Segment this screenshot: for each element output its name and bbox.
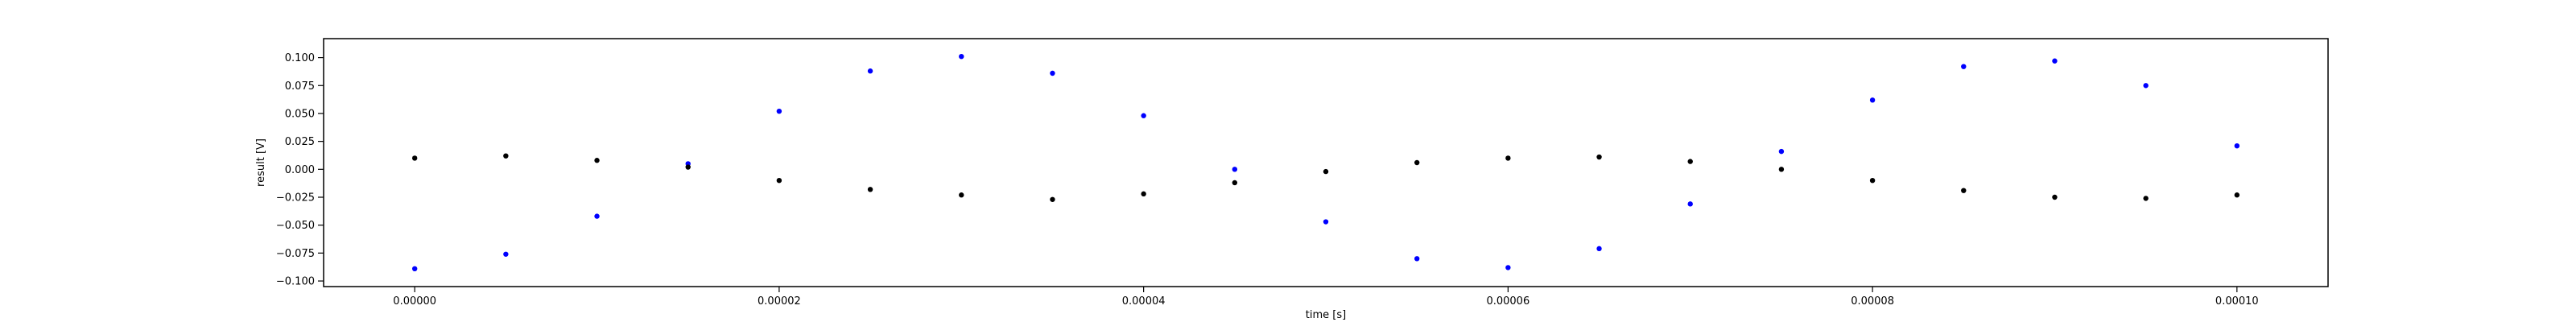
series-1-point-16 <box>1869 178 1876 184</box>
x-tick-label-0: 0.00000 <box>393 295 436 308</box>
series-1-point-17 <box>1961 188 1967 193</box>
x-axis-title: time [s] <box>1306 309 1346 321</box>
series-0-point-19 <box>2143 83 2149 89</box>
series-1-point-9 <box>1232 180 1238 186</box>
series-0-point-8 <box>1141 113 1146 118</box>
series-1-point-1 <box>503 153 509 159</box>
plot-marks <box>411 54 2240 271</box>
series-1-point-0 <box>411 155 418 161</box>
series-1-point-2 <box>594 158 600 163</box>
series-0-point-14 <box>1687 201 1693 207</box>
series-0-point-7 <box>1050 70 1055 76</box>
series-1-point-15 <box>1778 167 1785 172</box>
x-axis-ticks: 0.00000 0.00002 0.00004 0.00006 0.00008 0.000… <box>393 287 2259 308</box>
series-0-point-5 <box>867 68 873 74</box>
series-1-point-20 <box>2234 192 2240 198</box>
x-tick-label-3: 0.00006 <box>1486 295 1530 308</box>
series-1-point-19 <box>2143 196 2149 201</box>
series-0-point-1 <box>503 251 509 257</box>
series-0-point-13 <box>1596 246 1602 252</box>
series-0-point-2 <box>594 213 600 219</box>
x-tick-label-5: 0.00010 <box>2215 295 2259 308</box>
series-1-point-7 <box>1050 196 1055 202</box>
series-0-point-20 <box>2234 142 2240 149</box>
series-1-point-3 <box>685 164 691 170</box>
plot-area-frame <box>323 38 2329 287</box>
series-0-point-16 <box>1869 97 1876 103</box>
series-1-point-10 <box>1323 168 1329 175</box>
series-1-point-4 <box>776 178 782 184</box>
y-tick-label-4: 0.000 <box>285 164 315 176</box>
y-tick-label-7: 0.075 <box>285 80 315 93</box>
series-1-point-14 <box>1687 159 1693 164</box>
y-tick-label-6: 0.050 <box>285 108 315 120</box>
y-tick-label-0: −0.100 <box>276 276 315 288</box>
series-1-point-13 <box>1596 154 1602 160</box>
series-1-point-6 <box>959 192 964 198</box>
series-1-point-12 <box>1505 155 1511 161</box>
series-1-point-8 <box>1141 191 1146 197</box>
y-tick-label-1: −0.075 <box>276 248 315 260</box>
series-0-point-12 <box>1505 265 1511 270</box>
y-tick-label-8: 0.100 <box>285 52 315 64</box>
y-axis-ticks: −0.100 −0.075 −0.050 −0.025 0.000 0.025 0.050 0… <box>276 52 324 288</box>
series-1 <box>411 153 2240 202</box>
series-0 <box>411 54 2240 271</box>
series-1-point-11 <box>1414 159 1420 166</box>
x-tick-label-1: 0.00002 <box>758 295 801 308</box>
series-0-point-0 <box>411 266 418 271</box>
series-1-point-18 <box>2052 194 2058 200</box>
series-0-point-4 <box>776 108 782 114</box>
series-0-point-18 <box>2052 58 2058 64</box>
series-0-point-6 <box>959 54 964 60</box>
series-1-point-5 <box>867 187 873 192</box>
series-0-point-11 <box>1414 256 1420 262</box>
series-0-point-9 <box>1232 167 1238 172</box>
series-0-point-10 <box>1323 219 1329 225</box>
x-tick-label-2: 0.00004 <box>1122 295 1166 308</box>
y-axis-title: result [V] <box>255 138 267 187</box>
series-0-point-15 <box>1778 148 1785 155</box>
y-tick-label-5: 0.025 <box>285 136 315 148</box>
y-tick-label-2: −0.050 <box>276 220 315 232</box>
y-tick-label-3: −0.025 <box>276 192 315 204</box>
x-tick-label-4: 0.00008 <box>1851 295 1894 308</box>
series-0-point-17 <box>1961 64 1967 69</box>
